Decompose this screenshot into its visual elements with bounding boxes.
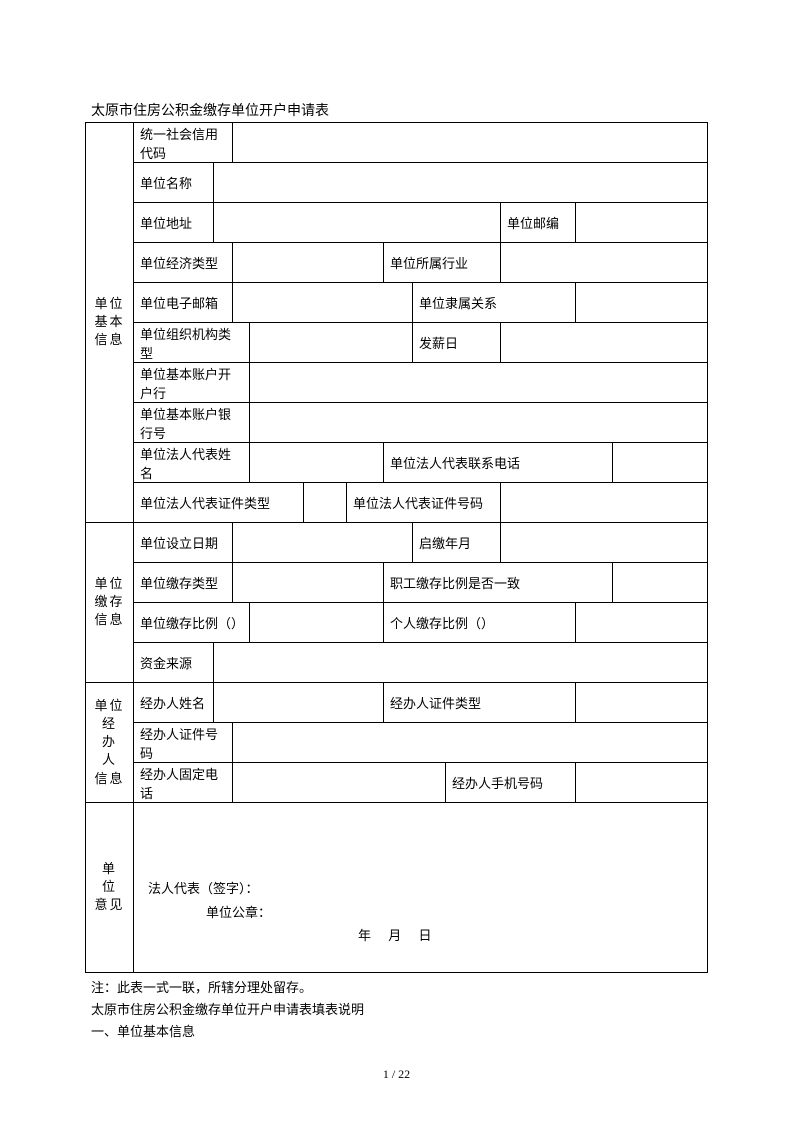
field-agent-name <box>214 683 384 723</box>
label-legal-id-no: 单位法人代表证件号码 <box>347 483 501 523</box>
label-unit-name: 单位名称 <box>134 163 214 203</box>
label-basic-account-no: 单位基本账户银行号 <box>134 403 250 443</box>
section-basic-info: 单位基本信息 <box>86 123 134 523</box>
field-deposit-type <box>233 563 384 603</box>
label-agent-mobile: 经办人手机号码 <box>446 763 576 803</box>
field-legal-id-type <box>304 483 347 523</box>
field-unit-postcode <box>576 203 708 243</box>
page-number: 1 / 22 <box>0 1067 793 1082</box>
field-unit-ratio <box>250 603 384 643</box>
field-legal-name <box>250 443 384 483</box>
label-affiliation: 单位隶属关系 <box>413 283 576 323</box>
field-payday <box>501 323 708 363</box>
field-economic-type <box>233 243 384 283</box>
label-basic-account-bank: 单位基本账户开户行 <box>134 363 250 403</box>
opinion-date: 年 月 日 <box>148 924 693 947</box>
note-line-3: 一、单位基本信息 <box>91 1021 708 1043</box>
field-org-type <box>250 323 413 363</box>
field-personal-ratio <box>576 603 708 643</box>
label-agent-fixed-phone: 经办人固定电话 <box>134 763 233 803</box>
field-email <box>233 283 413 323</box>
note-line-1: 注：此表一式一联，所辖分理处留存。 <box>91 977 708 999</box>
label-industry: 单位所属行业 <box>384 243 501 283</box>
field-unit-address <box>214 203 501 243</box>
label-fund-source: 资金来源 <box>134 643 214 683</box>
section-agent-info: 单位经 办人信息 <box>86 683 134 803</box>
application-form-table: 单位基本信息 统一社会信用代码 单位名称 单位地址 单位邮编 单位经济类型 单位… <box>85 122 708 973</box>
label-agent-id-no: 经办人证件号码 <box>134 723 233 763</box>
label-unit-ratio: 单位缴存比例（） <box>134 603 250 643</box>
opinion-seal: 单位公章： <box>148 901 693 924</box>
label-legal-name: 单位法人代表姓名 <box>134 443 250 483</box>
notes-block: 注：此表一式一联，所辖分理处留存。 太原市住房公积金缴存单位开户申请表填表说明 … <box>85 977 708 1043</box>
label-agent-id-type: 经办人证件类型 <box>384 683 576 723</box>
label-start-deposit: 启缴年月 <box>413 523 501 563</box>
field-legal-id-no <box>501 483 708 523</box>
label-payday: 发薪日 <box>413 323 501 363</box>
note-line-2: 太原市住房公积金缴存单位开户申请表填表说明 <box>91 999 708 1021</box>
field-staff-same <box>613 563 708 603</box>
label-agent-name: 经办人姓名 <box>134 683 214 723</box>
label-unit-address: 单位地址 <box>134 203 214 243</box>
field-agent-id-type <box>576 683 708 723</box>
field-basic-account-bank <box>250 363 708 403</box>
field-affiliation <box>576 283 708 323</box>
section-opinion: 单 位意见 <box>86 803 134 973</box>
label-unit-postcode: 单位邮编 <box>501 203 576 243</box>
label-legal-phone: 单位法人代表联系电话 <box>384 443 613 483</box>
opinion-legal-sign: 法人代表（签字）： <box>148 877 693 900</box>
opinion-cell: 法人代表（签字）： 单位公章： 年 月 日 <box>134 803 708 973</box>
field-start-deposit <box>501 523 708 563</box>
label-staff-same: 职工缴存比例是否一致 <box>384 563 613 603</box>
label-economic-type: 单位经济类型 <box>134 243 233 283</box>
label-deposit-type: 单位缴存类型 <box>134 563 233 603</box>
section-deposit-info: 单位缴存信息 <box>86 523 134 683</box>
label-credit-code: 统一社会信用代码 <box>134 123 233 163</box>
field-fund-source <box>214 643 708 683</box>
field-credit-code <box>233 123 708 163</box>
label-org-type: 单位组织机构类型 <box>134 323 250 363</box>
field-agent-mobile <box>576 763 708 803</box>
label-personal-ratio: 个人缴存比例（） <box>384 603 576 643</box>
field-unit-name <box>214 163 708 203</box>
field-agent-id-no <box>233 723 708 763</box>
field-agent-fixed-phone <box>233 763 446 803</box>
field-establish-date <box>233 523 413 563</box>
label-email: 单位电子邮箱 <box>134 283 233 323</box>
field-industry <box>501 243 708 283</box>
document-page: 太原市住房公积金缴存单位开户申请表 单位基本信息 统一社会信用代码 单 <box>0 0 793 1122</box>
field-basic-account-no <box>250 403 708 443</box>
field-legal-phone <box>613 443 708 483</box>
page-title: 太原市住房公积金缴存单位开户申请表 <box>85 100 708 120</box>
label-establish-date: 单位设立日期 <box>134 523 233 563</box>
label-legal-id-type: 单位法人代表证件类型 <box>134 483 304 523</box>
